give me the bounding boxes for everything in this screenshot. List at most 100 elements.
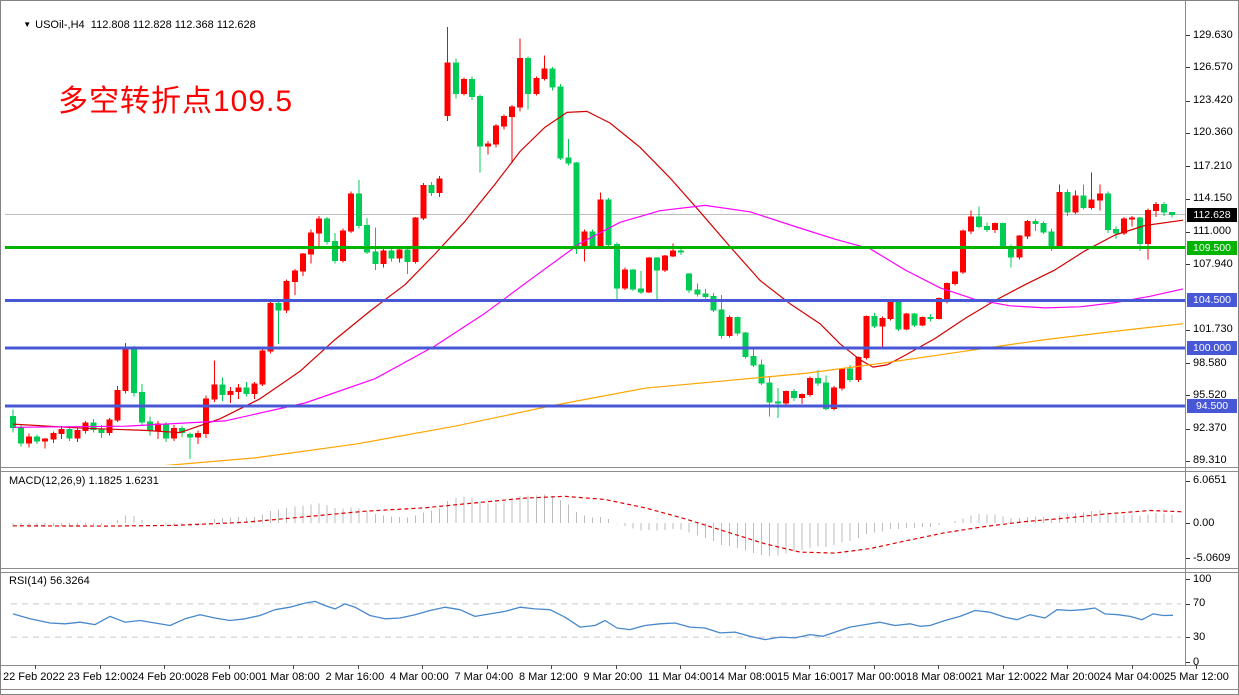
time-axis-label: 4 Mar 00:00 bbox=[390, 671, 449, 683]
price-axis-tick bbox=[1186, 67, 1190, 69]
rsi-line bbox=[12, 600, 1174, 641]
ma-mid-magenta[interactable] bbox=[12, 204, 1184, 428]
rsi-axis-label: 70 bbox=[1193, 597, 1206, 610]
time-axis-label: 9 Mar 20:00 bbox=[583, 671, 643, 683]
panel-separator[interactable] bbox=[1, 471, 1238, 472]
price-axis-tick bbox=[1186, 198, 1190, 200]
time-axis-label: 14 Mar 08:00 bbox=[712, 671, 778, 683]
rsi-axis-label: 100 bbox=[1193, 572, 1212, 585]
macd-axis-label: 0.00 bbox=[1193, 516, 1215, 529]
macd-axis-label: 6.0651 bbox=[1193, 474, 1227, 487]
price-badge: 109.500 bbox=[1187, 240, 1237, 255]
time-axis-tick bbox=[1196, 665, 1197, 669]
time-axis-tick bbox=[938, 665, 939, 669]
price-badge: 100.000 bbox=[1187, 341, 1237, 356]
time-axis-tick bbox=[1067, 665, 1068, 669]
price-axis-label: 126.570 bbox=[1193, 60, 1233, 73]
time-axis-label: 28 Feb 00:00 bbox=[196, 671, 262, 683]
macd-panel-canvas[interactable] bbox=[5, 472, 1185, 567]
time-axis-tick bbox=[744, 665, 746, 669]
price-axis-tick bbox=[1186, 100, 1190, 102]
rsi-label: RSI(14) 56.3264 bbox=[9, 575, 90, 587]
time-axis-label: 23 Feb 12:00 bbox=[67, 671, 133, 683]
time-axis-label: 24 Feb 20:00 bbox=[132, 671, 197, 683]
price-badge: 112.628 bbox=[1187, 207, 1237, 222]
price-axis-tick bbox=[1186, 395, 1190, 397]
symbol-period-label: USOil-,H4 bbox=[35, 19, 85, 31]
time-axis-tick bbox=[164, 665, 165, 669]
price-badge: 94.500 bbox=[1187, 399, 1237, 414]
price-axis-label: 117.210 bbox=[1193, 159, 1232, 172]
price-axis-line bbox=[1185, 1, 1186, 665]
macd-label: MACD(12,26,9) 1.1825 1.6231 bbox=[9, 475, 159, 487]
rsi-axis-label: 30 bbox=[1193, 630, 1206, 643]
time-axis-tick bbox=[228, 665, 230, 669]
price-axis-tick bbox=[1186, 428, 1190, 430]
time-axis-tick bbox=[357, 665, 359, 669]
macd-axis-tick bbox=[1186, 523, 1190, 524]
price-axis-label: 101.730 bbox=[1193, 323, 1233, 336]
price-axis-label: 95.520 bbox=[1193, 388, 1227, 401]
price-axis-label: 120.360 bbox=[1193, 126, 1233, 139]
panel-separator[interactable] bbox=[1, 467, 1238, 468]
ma-fast-red[interactable] bbox=[12, 110, 1184, 434]
time-axis-tick bbox=[809, 665, 810, 669]
rsi-axis-tick bbox=[1186, 579, 1190, 580]
panel-separator[interactable] bbox=[1, 568, 1238, 569]
time-axis-tick bbox=[873, 665, 875, 669]
price-axis-label: 114.150 bbox=[1193, 192, 1232, 205]
price-axis-tick bbox=[1186, 329, 1190, 331]
time-axis-tick bbox=[1002, 665, 1004, 669]
time-axis-label: 11 Mar 04:00 bbox=[648, 671, 713, 683]
macd-signal-line bbox=[12, 495, 1184, 554]
time-axis-tick bbox=[486, 665, 488, 669]
rsi-axis-tick bbox=[1186, 603, 1190, 605]
price-axis-tick bbox=[1186, 35, 1190, 36]
macd-histogram bbox=[12, 494, 1173, 557]
price-axis-label: 129.630 bbox=[1193, 28, 1233, 41]
price-axis-label: 111.000 bbox=[1193, 225, 1232, 238]
time-axis-label: 18 Mar 08:00 bbox=[906, 671, 971, 683]
rsi-axis-tick bbox=[1186, 637, 1190, 639]
time-axis-label: 22 Feb 2022 bbox=[3, 671, 65, 683]
chart-title: ▼ USOil-,H4 112.808 112.828 112.368 112.6… bbox=[11, 7, 256, 43]
time-axis-label: 2 Mar 16:00 bbox=[325, 671, 385, 683]
macd-axis-tick bbox=[1186, 558, 1190, 560]
price-axis-tick bbox=[1186, 460, 1190, 462]
price-axis-label: 98.580 bbox=[1193, 356, 1227, 369]
price-badge: 104.500 bbox=[1187, 293, 1237, 308]
rsi-panel-canvas[interactable] bbox=[5, 573, 1185, 664]
time-axis-label: 1 Mar 08:00 bbox=[261, 671, 320, 683]
price-axis-label: 107.940 bbox=[1193, 257, 1233, 270]
time-axis-label: 7 Mar 04:00 bbox=[454, 671, 514, 683]
rsi-axis-tick bbox=[1186, 662, 1190, 663]
window-bottom-edge bbox=[1, 689, 1238, 690]
time-axis-tick bbox=[1131, 665, 1133, 669]
price-axis-label: 92.370 bbox=[1193, 422, 1227, 435]
price-axis-tick bbox=[1186, 166, 1190, 168]
collapse-icon[interactable]: ▼ bbox=[23, 20, 32, 29]
time-axis-line bbox=[1, 665, 1238, 666]
price-chart-canvas[interactable] bbox=[5, 5, 1185, 465]
time-axis-tick bbox=[99, 665, 101, 669]
panel-separator[interactable] bbox=[1, 572, 1238, 573]
time-axis-tick bbox=[35, 665, 36, 669]
annotation-text: 多空转折点109.5 bbox=[58, 85, 294, 118]
time-axis-label: 22 Mar 20:00 bbox=[1035, 671, 1100, 683]
macd-axis-tick bbox=[1186, 480, 1190, 482]
ohlc-values: 112.808 112.828 112.368 112.628 bbox=[90, 19, 256, 31]
time-axis-tick bbox=[680, 665, 681, 669]
price-axis-tick bbox=[1186, 231, 1190, 233]
time-axis-label: 17 Mar 00:00 bbox=[841, 671, 907, 683]
price-axis-label: 123.420 bbox=[1193, 94, 1233, 107]
rsi-axis-label: 0 bbox=[1193, 655, 1200, 668]
ma-slow-orange[interactable] bbox=[60, 323, 1184, 465]
time-axis-tick bbox=[615, 665, 617, 669]
time-axis-label: 8 Mar 12:00 bbox=[519, 671, 578, 683]
price-axis-label: 89.310 bbox=[1193, 454, 1227, 467]
time-axis-label: 24 Mar 04:00 bbox=[1099, 671, 1165, 683]
price-axis-tick bbox=[1186, 264, 1190, 266]
time-axis-tick bbox=[551, 665, 552, 669]
price-axis-tick bbox=[1186, 363, 1190, 365]
